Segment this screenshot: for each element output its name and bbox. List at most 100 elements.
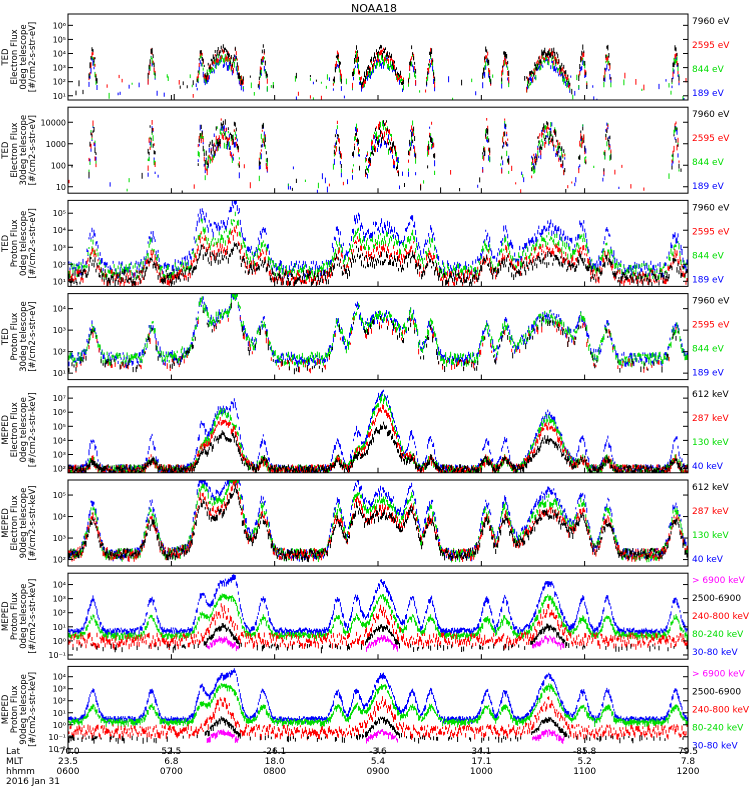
y-axis-label-line: TED xyxy=(1,328,11,347)
y-tick-label: 10⁶ xyxy=(53,408,66,417)
series-5-1 xyxy=(67,421,689,473)
legend-entry: 2595 eV xyxy=(692,227,730,237)
series-1-1 xyxy=(75,44,680,100)
y-axis-label-line: Proton Flux xyxy=(10,220,20,268)
y-tick-label: 10⁴ xyxy=(53,513,66,522)
y-axis-label-line: Electron Flux xyxy=(10,402,20,457)
legend-entry: 287 keV xyxy=(692,507,729,517)
legend-entry: 2595 eV xyxy=(692,321,730,331)
y-tick-label: 10⁵ xyxy=(53,35,66,44)
series-trace xyxy=(72,623,688,654)
y-tick-label: 10⁴ xyxy=(53,673,66,682)
y-axis-label-line: 0deg telescope xyxy=(19,211,29,276)
legend-entry: 2595 eV xyxy=(692,41,730,51)
x-tick-label: 1100 xyxy=(573,767,596,777)
y-tick-label: 10³ xyxy=(53,534,66,543)
panel-1: 10¹ 10² 10³ 10⁴ 10⁵ 10⁶ TEDElectron Flux0deg t… xyxy=(1,13,730,101)
legend-entry: 189 eV xyxy=(692,89,725,99)
y-tick-label: 10¹ xyxy=(53,277,66,286)
series-trace xyxy=(88,47,687,100)
y-tick-label: 10² xyxy=(53,465,66,474)
y-axis-label-line: MEPED xyxy=(1,601,11,631)
legend-entry: 844 eV xyxy=(692,345,725,355)
x-tick-label: 79.5 xyxy=(678,747,698,757)
y-tick-label: 10 xyxy=(56,183,66,192)
chart-title: NOAA18 xyxy=(351,2,397,15)
y-tick-label: 10⁻² xyxy=(48,745,66,754)
legend-entry: 80-240 keV xyxy=(692,723,744,733)
series-trace xyxy=(68,302,679,375)
x-tick-label: 34.1 xyxy=(471,747,491,757)
y-tick-label: 10² xyxy=(53,348,66,357)
y-tick-label: 10⁰ xyxy=(53,637,66,646)
legend-entry: 287 keV xyxy=(692,414,729,424)
legend-entry: 612 keV xyxy=(692,483,729,493)
series-8-5 xyxy=(67,668,689,725)
y-axis-label: TEDProton Flux0deg telescope[#/cm2-s-str… xyxy=(1,208,38,278)
series-2-1 xyxy=(71,119,682,194)
legend-entry: 30-80 keV xyxy=(692,648,738,658)
legend-entry: 240-800 keV xyxy=(692,612,750,622)
x-row-label: MLT xyxy=(6,757,24,767)
legend-entry: 7960 eV xyxy=(692,297,730,307)
y-tick-label: 10⁰ xyxy=(53,721,66,730)
series-trace xyxy=(68,118,680,194)
series-trace xyxy=(67,421,689,473)
series-8-1 xyxy=(206,729,565,744)
y-tick-label: 10³ xyxy=(53,64,66,73)
series-4-1 xyxy=(68,302,679,375)
y-tick-label: 10⁶ xyxy=(53,21,66,30)
x-tick-label: 0600 xyxy=(57,767,80,777)
legend-entry: 7960 eV xyxy=(692,17,730,27)
y-axis-label-line: 0deg telescope xyxy=(19,24,29,89)
x-tick-label: 1000 xyxy=(470,767,493,777)
y-axis-label: TEDElectron Flux0deg telescope[#/cm2-s-s… xyxy=(1,22,38,92)
series-8-2 xyxy=(68,716,684,744)
y-axis-label-line: Electron Flux xyxy=(10,29,20,84)
y-axis-label-line: 90deg telescope xyxy=(19,674,29,745)
series-trace xyxy=(206,729,565,744)
legend-entry: 130 keV xyxy=(692,438,729,448)
y-tick-label: 10⁴ xyxy=(53,226,66,235)
panel-7: 10⁻¹ 10⁰ 10¹ 10² 10³ 10⁴ MEPEDProton Flux0deg … xyxy=(1,572,750,660)
y-axis-label-line: TED xyxy=(1,141,11,160)
x-tick-label: 17.1 xyxy=(471,757,491,767)
panel-8: 10⁻² 10⁻¹ 10⁰ 10¹ 10² 10³ 10⁴ MEPEDProton Flux9… xyxy=(1,665,750,754)
y-tick-label: 10⁵ xyxy=(53,491,66,500)
y-tick-label: 10⁵ xyxy=(53,422,66,431)
y-tick-label: 100 xyxy=(51,161,66,170)
y-axis-label: MEPEDProton Flux0deg telescope[#/cm2-s-s… xyxy=(1,579,38,654)
series-trace xyxy=(67,225,689,287)
x-tick-label: 0900 xyxy=(367,767,390,777)
y-tick-label: 10⁴ xyxy=(53,305,66,314)
y-axis-label-line: Proton Flux xyxy=(10,592,20,640)
x-tick-label: 6.8 xyxy=(164,757,179,767)
y-axis-label-line: Proton Flux xyxy=(10,313,20,361)
y-tick-label: 1000 xyxy=(46,140,66,149)
y-tick-label: 10³ xyxy=(53,326,66,335)
y-tick-label: 10³ xyxy=(53,450,66,459)
legend-entry: 189 eV xyxy=(692,275,725,285)
y-tick-label: 10³ xyxy=(53,595,66,604)
y-axis-label-line: MEPED xyxy=(1,508,11,538)
series-trace xyxy=(67,404,689,473)
series-7-1 xyxy=(206,634,565,652)
y-tick-label: 10⁴ xyxy=(53,436,66,445)
panel-6: 10² 10³ 10⁴ 10⁵ MEPEDElectron Flux90deg tele… xyxy=(1,479,729,567)
series-2-3 xyxy=(88,120,680,192)
y-axis-label-line: MEPED xyxy=(1,694,11,724)
series-5-2 xyxy=(67,404,689,473)
series-trace xyxy=(206,634,565,652)
x-tick-label: 1200 xyxy=(677,767,700,777)
y-axis-label: TEDProton Flux30deg telescope[#/cm2-s-st… xyxy=(1,301,38,372)
x-row-label: Lat xyxy=(6,747,21,757)
x-tick-label: -85.8 xyxy=(573,747,597,757)
series-trace xyxy=(88,120,680,192)
legend-entry: 7960 eV xyxy=(692,110,730,120)
y-tick-label: 10⁴ xyxy=(53,581,66,590)
series-7-2 xyxy=(72,623,688,654)
y-axis-label: MEPEDElectron Flux0deg telescope[#/cm2-s… xyxy=(1,392,38,467)
y-tick-label: 10³ xyxy=(53,685,66,694)
y-tick-label: 10² xyxy=(53,609,66,618)
